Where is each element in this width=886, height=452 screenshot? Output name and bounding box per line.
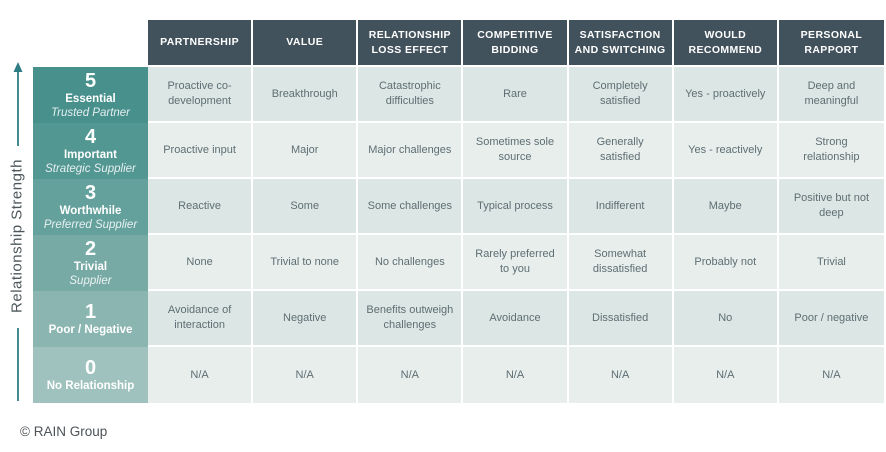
tier-subtitle: Strategic Supplier	[45, 163, 136, 175]
tier-name: Poor / Negative	[48, 323, 133, 336]
table-cell: Yes - proactively	[673, 67, 779, 123]
arrow-head-icon	[13, 62, 23, 72]
table-cell: None	[148, 235, 254, 291]
table-cell: Some	[253, 179, 359, 235]
relationship-strength-arrow-icon	[13, 62, 23, 401]
table-cell: Sometimes sole source	[463, 123, 569, 179]
table-cell: Trivial	[778, 235, 884, 291]
tier-score: 5	[84, 69, 97, 92]
table-cell: Major challenges	[358, 123, 464, 179]
table-cell: Proactive input	[148, 123, 254, 179]
column-header: SATISFACTION AND SWITCHING	[568, 20, 674, 67]
table-cell: Rarely preferred to you	[463, 235, 569, 291]
tier-name: Essential	[65, 92, 116, 105]
table-body: Proactive co-development Breakthrough Cata…	[148, 67, 884, 403]
column-header: RELATIONSHIP LOSS EFFECT	[358, 20, 464, 67]
table-cell: Maybe	[673, 179, 779, 235]
table-cell: Some challenges	[358, 179, 464, 235]
table-cell: Major	[253, 123, 359, 179]
table-cell: Avoidance	[463, 291, 569, 347]
column-header: WOULD RECOMMEND	[673, 20, 779, 67]
table-cell: Generally satisfied	[568, 123, 674, 179]
table-cell: Positive but not deep	[778, 179, 884, 235]
tier-name: No Relationship	[46, 379, 135, 392]
table-cell: Proactive co-development	[148, 67, 254, 123]
table-cell: Deep and meaningful	[778, 67, 884, 123]
table-cell: Catastrophic difficulties	[358, 67, 464, 123]
table-cell: Negative	[253, 291, 359, 347]
row-label-tier-0: 0 No Relationship	[33, 347, 148, 403]
table-cell: N/A	[673, 347, 779, 403]
table-cell: Breakthrough	[253, 67, 359, 123]
column-header: PARTNERSHIP	[148, 20, 254, 67]
axis-label-relationship-strength: Relationship Strength	[8, 159, 26, 313]
table-cell: Somewhat dissatisfied	[568, 235, 674, 291]
table-cell: Typical process	[463, 179, 569, 235]
tier-score: 0	[84, 356, 97, 379]
tier-subtitle: Supplier	[69, 275, 112, 287]
row-label-tier-1: 1 Poor / Negative	[33, 291, 148, 347]
tier-subtitle: Preferred Supplier	[43, 219, 138, 231]
tier-subtitle: Trusted Partner	[50, 107, 131, 119]
table-cell: N/A	[463, 347, 569, 403]
tier-name: Worthwhile	[59, 204, 122, 217]
table-cell: Reactive	[148, 179, 254, 235]
row-label-tier-2: 2 Trivial Supplier	[33, 235, 148, 291]
tier-score: 3	[84, 181, 97, 204]
table-cell: N/A	[358, 347, 464, 403]
table-cell: N/A	[568, 347, 674, 403]
column-header: VALUE	[253, 20, 359, 67]
table-cell: Avoidance of interaction	[148, 291, 254, 347]
row-label-tier-5: 5 Essential Trusted Partner	[33, 67, 148, 123]
table-cell: Benefits outweigh challenges	[358, 291, 464, 347]
table-cell: Yes - reactively	[673, 123, 779, 179]
row-label-tier-4: 4 Important Strategic Supplier	[33, 123, 148, 179]
column-header: COMPETITIVE BIDDING	[463, 20, 569, 67]
row-label-tier-3: 3 Worthwhile Preferred Supplier	[33, 179, 148, 235]
table-cell: Dissatisfied	[568, 291, 674, 347]
tier-score: 4	[84, 125, 97, 148]
tier-name: Important	[63, 148, 118, 161]
table-cell: Strong relationship	[778, 123, 884, 179]
table-cell: Indifferent	[568, 179, 674, 235]
table-cell: Trivial to none	[253, 235, 359, 291]
table-cell: No challenges	[358, 235, 464, 291]
table-cell: N/A	[253, 347, 359, 403]
column-header: PERSONAL RAPPORT	[778, 20, 884, 67]
table-cell: Probably not	[673, 235, 779, 291]
table-cell: N/A	[148, 347, 254, 403]
table-cell: Rare	[463, 67, 569, 123]
table-cell: N/A	[778, 347, 884, 403]
copyright-text: © RAIN Group	[20, 424, 108, 439]
row-label-column: 5 Essential Trusted Partner 4 Important Strat…	[33, 67, 148, 403]
table-cell: Poor / negative	[778, 291, 884, 347]
table-header-row: PARTNERSHIP VALUE RELATIONSHIP LOSS EFFECT…	[148, 20, 884, 67]
tier-score: 2	[84, 237, 97, 260]
tier-score: 1	[84, 300, 97, 323]
table-cell: Completely satisfied	[568, 67, 674, 123]
tier-name: Trivial	[73, 260, 108, 273]
table-cell: No	[673, 291, 779, 347]
